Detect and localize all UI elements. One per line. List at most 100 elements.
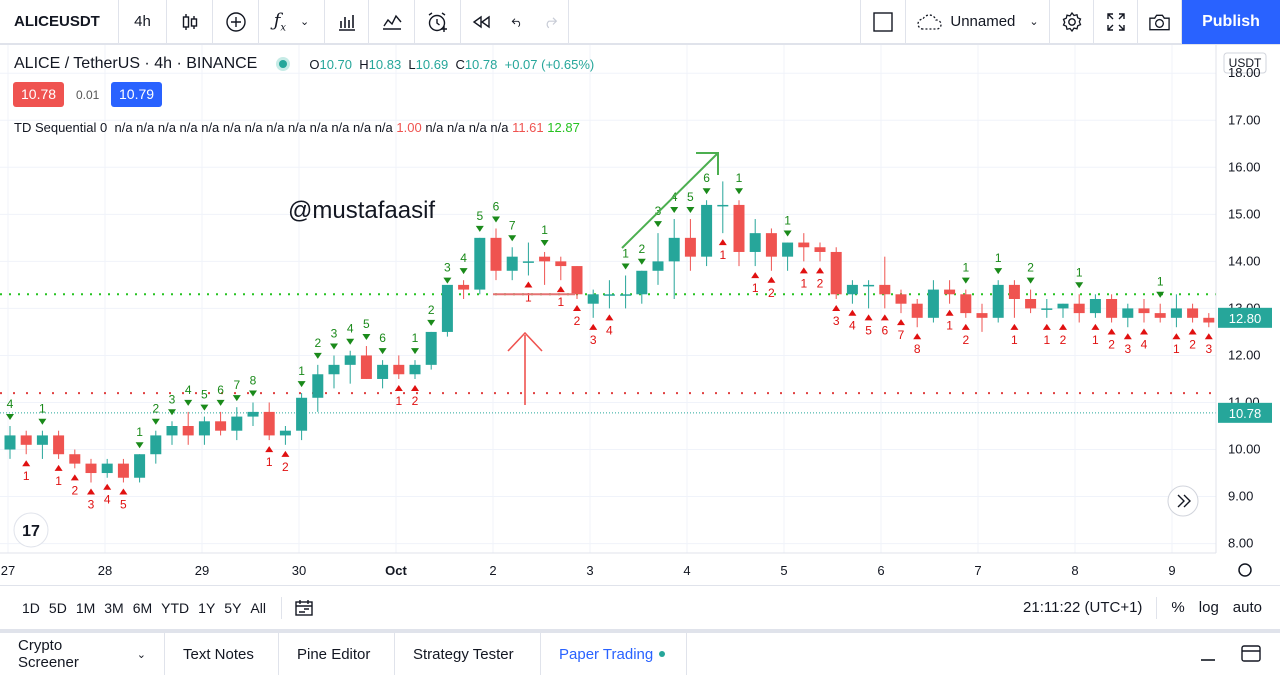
sell-setup-count: 2 (962, 333, 969, 347)
market-status-icon (279, 60, 288, 68)
percent-toggle[interactable]: % (1171, 599, 1185, 616)
maximize-panel-icon[interactable] (1240, 644, 1262, 664)
sell-setup-count: 4 (849, 319, 856, 333)
replay-button[interactable] (461, 0, 501, 44)
indicator-legend[interactable]: TD Sequential 0 n/a n/a n/a n/a n/a n/a … (14, 120, 580, 135)
candle (749, 233, 761, 252)
candle (441, 284, 453, 332)
sell-setup-marker (799, 267, 808, 274)
buy-setup-marker (961, 277, 970, 284)
fx-icon: ƒx (273, 9, 287, 34)
undo-button[interactable] (501, 0, 533, 44)
publish-button[interactable]: Publish (1182, 0, 1280, 44)
sell-setup-marker (1140, 328, 1148, 335)
log-toggle[interactable]: log (1198, 599, 1219, 616)
auto-toggle[interactable]: auto (1232, 599, 1262, 616)
indicators-button[interactable] (213, 0, 259, 44)
sell-setup-count: 2 (282, 460, 289, 474)
chart-pane[interactable]: 4112345678123456123456711234561111211112… (0, 45, 1280, 585)
interval-button[interactable]: 4h (119, 0, 167, 44)
candle (182, 426, 194, 436)
sell-setup-marker (1172, 333, 1181, 340)
sell-setup-marker (767, 276, 776, 283)
buy-setup-marker (637, 258, 646, 265)
drawn-up-arrow-head[interactable] (507, 331, 543, 352)
high-label: H (359, 56, 369, 72)
templates-button[interactable] (325, 0, 369, 44)
buy-price-button[interactable]: 10.79 (111, 82, 163, 107)
sell-setup-count: 1 (946, 319, 953, 333)
sell-setup-count: 2 (71, 483, 78, 497)
sell-setup-marker (394, 384, 403, 391)
candle (555, 261, 567, 267)
buy-setup-count: 2 (1027, 261, 1034, 275)
buy-setup-marker (330, 343, 338, 350)
range-1d[interactable]: 1D (22, 599, 40, 616)
tab-pine-editor[interactable]: Pine Editor (279, 633, 395, 675)
last-price-label-bg (1218, 402, 1272, 423)
sell-price-button[interactable]: 10.78 (13, 82, 65, 107)
sell-setup-marker (1188, 328, 1197, 335)
drawn-trend-arrow[interactable] (621, 152, 719, 249)
tab-paper-trading[interactable]: Paper Trading (541, 633, 687, 675)
redo-button[interactable] (533, 0, 569, 44)
indicator-value-red-2: 11.61 (512, 120, 544, 135)
buy-setup-count: 1 (962, 261, 969, 275)
tab-text-notes[interactable]: Text Notes (165, 633, 279, 675)
sell-setup-marker (751, 272, 760, 279)
symbol-search-button[interactable]: ALICEUSDT (0, 0, 119, 44)
tab-strategy-tester[interactable]: Strategy Tester (395, 633, 541, 675)
sell-setup-marker (556, 286, 565, 293)
drawn-trend-arrow-head[interactable] (696, 152, 719, 175)
range-all[interactable]: All (250, 599, 266, 616)
clock-time[interactable]: 21:11:22 (UTC+1) (1023, 599, 1143, 616)
candle (1154, 313, 1166, 318)
candles-icon (182, 13, 197, 30)
layout-name-button[interactable]: Unnamed ⌄ (906, 0, 1050, 44)
candle (863, 284, 875, 287)
buy-setup-marker (249, 390, 257, 397)
indicator-values-na: n/a n/a n/a n/a n/a n/a n/a n/a n/a n/a … (114, 120, 393, 135)
layout-button[interactable] (860, 0, 906, 44)
buy-setup-marker (475, 225, 484, 232)
settings-button[interactable] (1050, 0, 1094, 44)
compare-icon (382, 14, 402, 30)
fullscreen-button[interactable] (1094, 0, 1138, 44)
candle (150, 435, 162, 455)
compare-button[interactable] (369, 0, 415, 44)
candle (360, 355, 372, 379)
fx-button[interactable]: ƒx ⌄ (259, 0, 325, 44)
price-tick-label: 9.00 (1228, 489, 1253, 504)
buy-setup-count: 6 (217, 383, 224, 397)
range-ytd[interactable]: YTD (161, 599, 190, 616)
range-1m[interactable]: 1M (75, 599, 96, 616)
calendar-icon[interactable] (294, 598, 314, 618)
scroll-realtime-button[interactable] (1167, 485, 1199, 517)
buy-setup-count: 3 (169, 392, 176, 406)
range-1y[interactable]: 1Y (198, 599, 216, 616)
range-5d[interactable]: 5D (48, 599, 67, 616)
minimize-panel-icon[interactable] (1198, 644, 1218, 664)
add-indicator-icon (225, 11, 246, 32)
snapshot-button[interactable] (1138, 0, 1182, 44)
price-tick-label: 10.00 (1228, 442, 1261, 457)
axis-settings-icon[interactable] (1238, 563, 1252, 577)
tab-crypto-screener[interactable]: Crypto Screener ⌄ (0, 633, 165, 675)
buy-setup-count: 6 (703, 171, 710, 185)
candle (636, 270, 648, 295)
price-label-teal: 12.80 (1229, 311, 1262, 326)
alert-button[interactable] (415, 0, 461, 44)
range-6m[interactable]: 6M (132, 599, 153, 616)
range-5y[interactable]: 5Y (224, 599, 242, 616)
time-tick-label: 9 (1168, 563, 1175, 578)
price-chart[interactable]: 4112345678123456123456711234561111211112… (0, 45, 1280, 585)
currency-button[interactable] (1223, 52, 1267, 74)
chart-type-button[interactable] (167, 0, 213, 44)
range-3m[interactable]: 3M (104, 599, 124, 616)
status-dot-icon (659, 651, 666, 657)
candle (117, 463, 129, 478)
layout-icon (873, 11, 893, 32)
buy-setup-marker (362, 334, 371, 341)
candle (1187, 308, 1199, 318)
buy-setup-count: 7 (509, 218, 516, 232)
